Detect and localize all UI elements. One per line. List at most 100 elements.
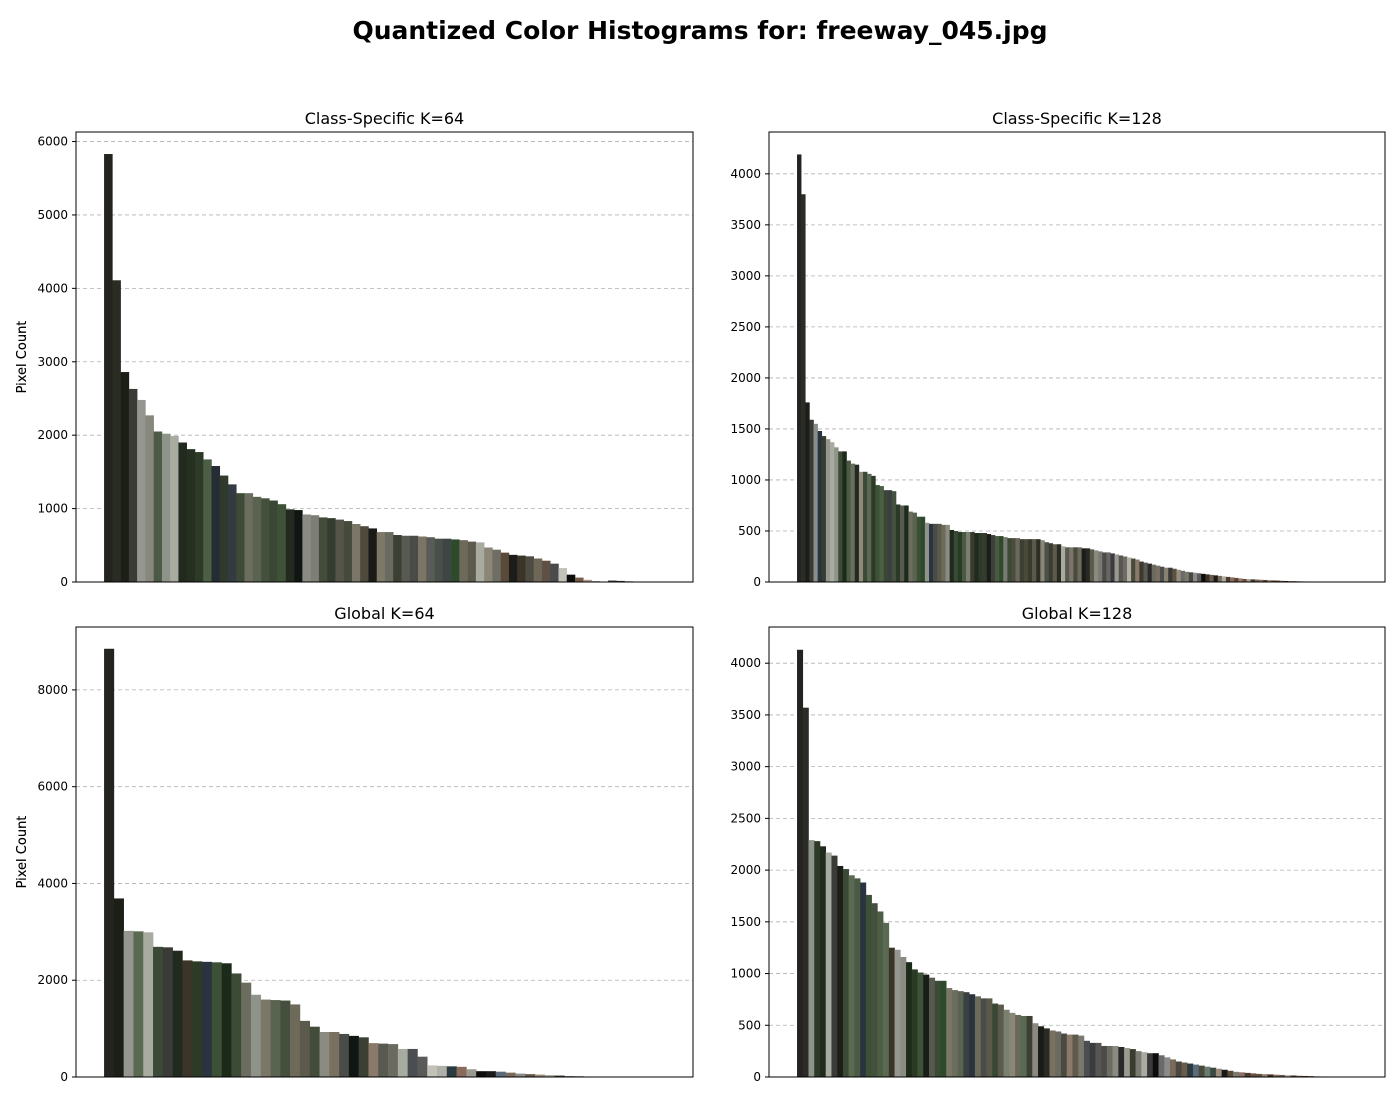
bar bbox=[1273, 1074, 1280, 1077]
bar bbox=[162, 947, 173, 1077]
bar bbox=[459, 540, 468, 582]
bar bbox=[393, 535, 402, 582]
bar bbox=[211, 962, 222, 1077]
bar bbox=[1032, 539, 1037, 582]
bar bbox=[409, 535, 419, 582]
bar bbox=[825, 439, 831, 582]
bar bbox=[1101, 1045, 1108, 1077]
bar bbox=[1172, 568, 1177, 582]
bar bbox=[834, 447, 839, 582]
bar bbox=[854, 878, 861, 1077]
bar bbox=[1184, 571, 1190, 582]
bar bbox=[566, 574, 576, 582]
bar bbox=[1267, 1074, 1274, 1077]
bar bbox=[929, 977, 936, 1077]
bar bbox=[867, 473, 872, 582]
bar bbox=[280, 1000, 291, 1077]
bars-class-specific-k-128 bbox=[797, 154, 1326, 583]
bar bbox=[244, 493, 254, 582]
bar bbox=[1227, 1070, 1234, 1077]
bar bbox=[842, 451, 847, 582]
bar bbox=[1175, 1061, 1182, 1077]
y-tick-label: 500 bbox=[738, 1018, 761, 1032]
y-tick-label: 2500 bbox=[730, 811, 761, 825]
bar bbox=[819, 846, 827, 1077]
bar bbox=[1267, 580, 1272, 582]
bar bbox=[801, 194, 806, 583]
bar bbox=[888, 947, 895, 1077]
bar bbox=[875, 485, 880, 582]
bar bbox=[1242, 578, 1247, 582]
bar bbox=[1168, 567, 1173, 582]
bar bbox=[920, 516, 926, 582]
bar bbox=[1122, 556, 1128, 582]
bar bbox=[969, 994, 976, 1077]
bar bbox=[550, 563, 559, 582]
axes-frame bbox=[75, 131, 694, 583]
bar bbox=[1089, 1042, 1096, 1077]
y-axis-label: Pixel Count bbox=[15, 321, 30, 394]
bar bbox=[112, 280, 121, 582]
bar bbox=[951, 990, 958, 1077]
bar bbox=[883, 490, 889, 582]
y-tick-label: 5000 bbox=[37, 208, 68, 222]
bar bbox=[269, 500, 278, 582]
bar bbox=[476, 1071, 487, 1077]
chart-title: Class-Specific K=64 bbox=[305, 109, 464, 128]
bar bbox=[982, 533, 988, 582]
bar bbox=[1060, 546, 1066, 582]
bar bbox=[1106, 1045, 1113, 1077]
y-tick-label: 4000 bbox=[37, 281, 68, 295]
bar bbox=[809, 419, 814, 582]
bar bbox=[1210, 1067, 1217, 1077]
bar bbox=[290, 1004, 301, 1077]
bar bbox=[986, 534, 992, 582]
bar bbox=[1250, 579, 1256, 582]
bar bbox=[1065, 547, 1070, 582]
grid-global-k-64 bbox=[76, 689, 693, 981]
bar bbox=[1015, 538, 1021, 582]
bar bbox=[1170, 1059, 1177, 1077]
bar bbox=[933, 523, 938, 582]
bar bbox=[203, 459, 212, 582]
bar bbox=[1233, 1071, 1240, 1077]
chart-title: Global K=128 bbox=[1022, 604, 1133, 623]
bar bbox=[863, 471, 868, 582]
bar bbox=[797, 154, 802, 582]
bar bbox=[437, 1065, 448, 1077]
bar bbox=[525, 1074, 536, 1077]
bar bbox=[360, 526, 369, 582]
bar bbox=[1246, 579, 1251, 582]
bar bbox=[1197, 573, 1202, 582]
bar bbox=[1110, 553, 1115, 582]
bar bbox=[860, 882, 867, 1077]
bar bbox=[1198, 1065, 1205, 1077]
bar bbox=[1215, 1068, 1222, 1077]
bar bbox=[442, 538, 452, 582]
bar bbox=[426, 537, 435, 582]
bar bbox=[241, 982, 252, 1077]
bar bbox=[929, 523, 934, 582]
bar bbox=[1038, 1026, 1045, 1077]
bar bbox=[1124, 1048, 1131, 1077]
bar bbox=[541, 560, 551, 582]
bar bbox=[1089, 549, 1095, 582]
bar bbox=[446, 1066, 457, 1077]
bar bbox=[1135, 559, 1140, 582]
bar bbox=[1126, 557, 1132, 582]
bar bbox=[821, 436, 827, 582]
bar bbox=[1256, 1073, 1263, 1077]
bar bbox=[534, 1074, 546, 1077]
bar bbox=[1040, 540, 1045, 582]
bar bbox=[194, 452, 204, 582]
bar bbox=[842, 869, 849, 1077]
bar bbox=[294, 510, 303, 582]
bar bbox=[906, 962, 913, 1077]
bar bbox=[838, 451, 843, 582]
bar bbox=[1055, 1031, 1062, 1077]
bar bbox=[1131, 558, 1136, 582]
bar bbox=[558, 568, 568, 582]
bar bbox=[1152, 1053, 1159, 1077]
bar bbox=[1060, 1033, 1068, 1077]
y-axis-label: Pixel Count bbox=[15, 816, 30, 889]
